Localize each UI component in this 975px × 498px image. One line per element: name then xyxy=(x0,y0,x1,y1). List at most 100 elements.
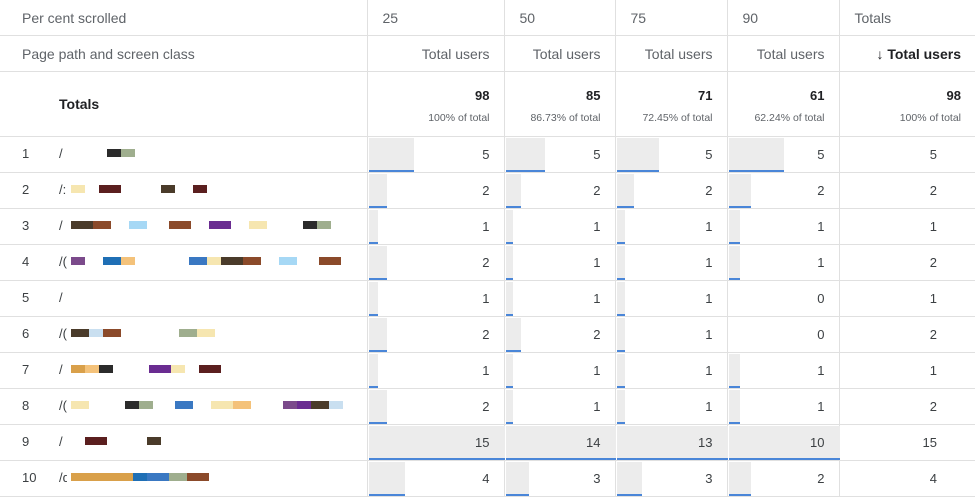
table-row[interactable]: 2 /: 2 2 2 2 2 xyxy=(0,172,975,209)
table-row[interactable]: 9/15 14 13 10 15 xyxy=(0,424,975,461)
redacted-path-overlay xyxy=(67,245,357,280)
page-path-link[interactable]: /( xyxy=(59,326,67,341)
redaction-pixel xyxy=(85,365,99,373)
redaction-pixel xyxy=(147,473,169,481)
column-header-scroll-90[interactable]: 90 xyxy=(726,0,839,36)
redacted-path-overlay xyxy=(67,461,357,496)
metric-cell: 1 xyxy=(503,208,615,245)
table-row[interactable]: 6 /(2 2 1 0 2 xyxy=(0,316,975,353)
totals-value: 98 xyxy=(946,88,961,103)
row-index: 10 xyxy=(22,470,37,485)
metric-header-total-users[interactable]: Total users xyxy=(503,35,615,72)
table-row[interactable]: 5/1 1 1 0 1 xyxy=(0,280,975,317)
metric-cell: 2 xyxy=(838,388,975,425)
redaction-pixel xyxy=(171,365,185,373)
metric-value: 2 xyxy=(482,183,490,198)
metric-value: 1 xyxy=(705,291,713,306)
page-path-link[interactable]: / xyxy=(59,434,63,449)
metric-header-total-users[interactable]: Total users xyxy=(366,35,504,72)
metric-cell: 1 xyxy=(614,316,727,353)
totals-percent: 100% of total xyxy=(428,112,490,124)
table-row[interactable]: 7/1 1 1 1 1 xyxy=(0,352,975,389)
metric-cell: 1 xyxy=(503,352,615,389)
value-bar xyxy=(728,246,740,280)
redaction-pixel xyxy=(147,437,161,445)
value-bar xyxy=(728,462,751,496)
metric-header-total-users-sorted[interactable]: ↓ Total users xyxy=(838,35,975,72)
value-bar xyxy=(616,282,626,316)
redaction-pixel xyxy=(93,473,115,481)
page-path-link[interactable]: /( xyxy=(59,398,67,413)
redacted-path-overlay xyxy=(67,281,357,316)
metric-cell: 1 xyxy=(614,280,727,317)
page-path-link[interactable]: / xyxy=(59,362,63,377)
value-bar xyxy=(616,246,626,280)
table-row[interactable]: 4 /(2 1 1 1 2 xyxy=(0,244,975,281)
redaction-pixel xyxy=(71,365,85,373)
page-path-link[interactable]: /( xyxy=(59,254,67,269)
metric-value: 2 xyxy=(482,255,490,270)
metric-value: 5 xyxy=(593,147,601,162)
metric-header-total-users[interactable]: Total users xyxy=(726,35,839,72)
value-bar xyxy=(616,210,626,244)
redaction-pixel xyxy=(93,221,111,229)
metric-value: 14 xyxy=(586,435,601,450)
totals-value: 61 xyxy=(810,88,825,103)
redaction-pixel xyxy=(169,473,187,481)
redaction-pixel xyxy=(99,365,113,373)
metric-value: 1 xyxy=(593,399,601,414)
metric-cell: 5 xyxy=(838,136,975,173)
table-row[interactable]: 3/1 1 1 1 1 xyxy=(0,208,975,245)
page-path-link[interactable]: / xyxy=(59,218,63,233)
table-row[interactable]: 8 /(2 1 1 1 2 xyxy=(0,388,975,425)
column-header-scroll-50[interactable]: 50 xyxy=(503,0,615,36)
value-bar xyxy=(368,282,378,316)
value-bar xyxy=(368,246,387,280)
redaction-pixel xyxy=(207,257,221,265)
metric-cell: 2 xyxy=(503,172,615,209)
metric-value: 15 xyxy=(475,435,490,450)
redaction-pixel xyxy=(249,221,267,229)
redaction-pixel xyxy=(179,329,197,337)
row-dimension-cell: 2 /: xyxy=(0,172,367,209)
column-header-scroll-75[interactable]: 75 xyxy=(614,0,727,36)
column-header-scroll-25[interactable]: 25 xyxy=(366,0,504,36)
value-bar xyxy=(728,138,784,172)
value-bar xyxy=(505,246,514,280)
metric-cell: 1 xyxy=(838,352,975,389)
metric-cell: 14 xyxy=(503,424,616,461)
table-row[interactable]: 1/5 5 5 5 5 xyxy=(0,136,975,173)
page-path-link[interactable]: / xyxy=(59,290,63,305)
metric-header-total-users[interactable]: Total users xyxy=(614,35,727,72)
metric-header-row: Page path and screen class Total users T… xyxy=(0,35,975,72)
metric-value: 1 xyxy=(593,291,601,306)
redaction-pixel xyxy=(193,185,207,193)
page-path-header[interactable]: Page path and screen class xyxy=(0,35,367,72)
page-path-link[interactable]: /d xyxy=(59,470,70,485)
metric-cell: 13 xyxy=(614,424,728,461)
redacted-path-overlay xyxy=(67,425,357,460)
column-header-totals[interactable]: Totals xyxy=(838,0,975,36)
row-index: 4 xyxy=(22,254,30,269)
metric-value: 1 xyxy=(929,219,937,234)
value-bar xyxy=(728,174,751,208)
redaction-pixel xyxy=(279,257,297,265)
page-path-link[interactable]: /: xyxy=(59,182,67,197)
totals-percent: 86.73% of total xyxy=(530,112,601,124)
metric-cell: 1 xyxy=(366,280,504,317)
metric-cell: 1 xyxy=(726,352,839,389)
metric-cell: 2 xyxy=(366,244,504,281)
metric-cell: 5 xyxy=(614,136,727,173)
redaction-pixel xyxy=(221,257,243,265)
metric-cell: 4 xyxy=(838,460,975,497)
row-dimension-cell: 6 /( xyxy=(0,316,367,353)
page-path-link[interactable]: / xyxy=(59,146,63,161)
redaction-pixel xyxy=(243,257,261,265)
metric-cell: 5 xyxy=(726,136,839,173)
redacted-path-overlay xyxy=(67,209,357,244)
value-bar xyxy=(505,138,545,172)
table-row[interactable]: 10/d 4 3 3 2 4 xyxy=(0,460,975,497)
metric-cell: 2 xyxy=(726,460,839,497)
value-bar xyxy=(368,390,387,424)
metric-value: 2 xyxy=(705,183,713,198)
